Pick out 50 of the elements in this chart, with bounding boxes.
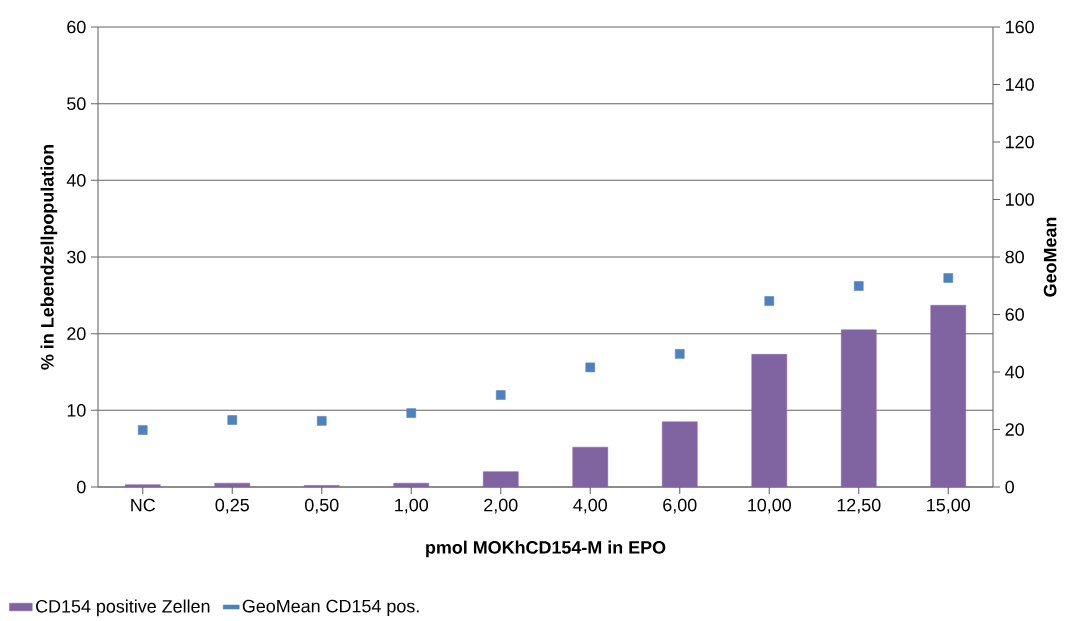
y-axis-title: % in Lebendzellpopulation: [40, 145, 58, 370]
y2-tick-label: 120: [1006, 135, 1034, 149]
legend-label: CD154 positive Zellen: [36, 599, 210, 617]
bar: [482, 471, 519, 487]
y2-tick-label: 80: [1005, 250, 1024, 264]
y-tick-label: 50: [67, 97, 86, 111]
point: [853, 281, 864, 291]
point: [674, 349, 685, 359]
y2-tick-label: 160: [1006, 20, 1034, 34]
bar: [572, 446, 609, 487]
bar: [840, 329, 877, 487]
x-tick-label: NC: [131, 498, 156, 512]
x-tick-label: 1,00: [395, 498, 428, 514]
x-tick-label: 4,00: [573, 498, 607, 514]
y-tick-label: 0: [77, 480, 86, 494]
y2-tick-label: 140: [1006, 78, 1034, 91]
bar: [930, 305, 967, 487]
x-tick-label: 2,00: [484, 498, 518, 514]
bar: [214, 482, 251, 487]
y-tick-label: 40: [66, 173, 86, 187]
point: [764, 296, 775, 306]
point: [227, 415, 238, 425]
legend-label: GeoMean CD154 pos.: [242, 599, 419, 617]
y2-axis-title: GeoMean: [1043, 217, 1057, 297]
x-tick-label: 15,00: [927, 498, 970, 514]
x-tick-label: 0,25: [215, 498, 249, 514]
y2-tick-label: 0: [1005, 480, 1014, 494]
x-tick-label: 6,00: [663, 498, 697, 514]
point: [585, 362, 596, 373]
point: [406, 408, 417, 418]
bar: [751, 354, 788, 487]
x-tick-label: 10,00: [748, 498, 791, 514]
y-tick-label: 10: [67, 403, 86, 417]
x-tick-label: 0,50: [305, 498, 339, 514]
y-tick-label: 30: [67, 250, 86, 264]
bar: [661, 421, 698, 487]
x-tick-label: 12,50: [837, 498, 881, 514]
y2-tick-label: 40: [1005, 365, 1024, 379]
bar: [393, 482, 430, 487]
y2-tick-label: 20: [1005, 423, 1024, 436]
y-tick-label: 60: [67, 20, 86, 34]
point: [137, 425, 148, 435]
bar: [124, 484, 161, 487]
y2-tick-label: 60: [1005, 308, 1024, 321]
point: [495, 390, 506, 400]
point: [943, 273, 954, 283]
point: [316, 416, 327, 426]
y2-tick-label: 100: [1006, 193, 1034, 206]
y-tick-label: 20: [67, 327, 86, 341]
x-axis-title: pmol MOKhCD154-M in EPO: [426, 540, 666, 558]
